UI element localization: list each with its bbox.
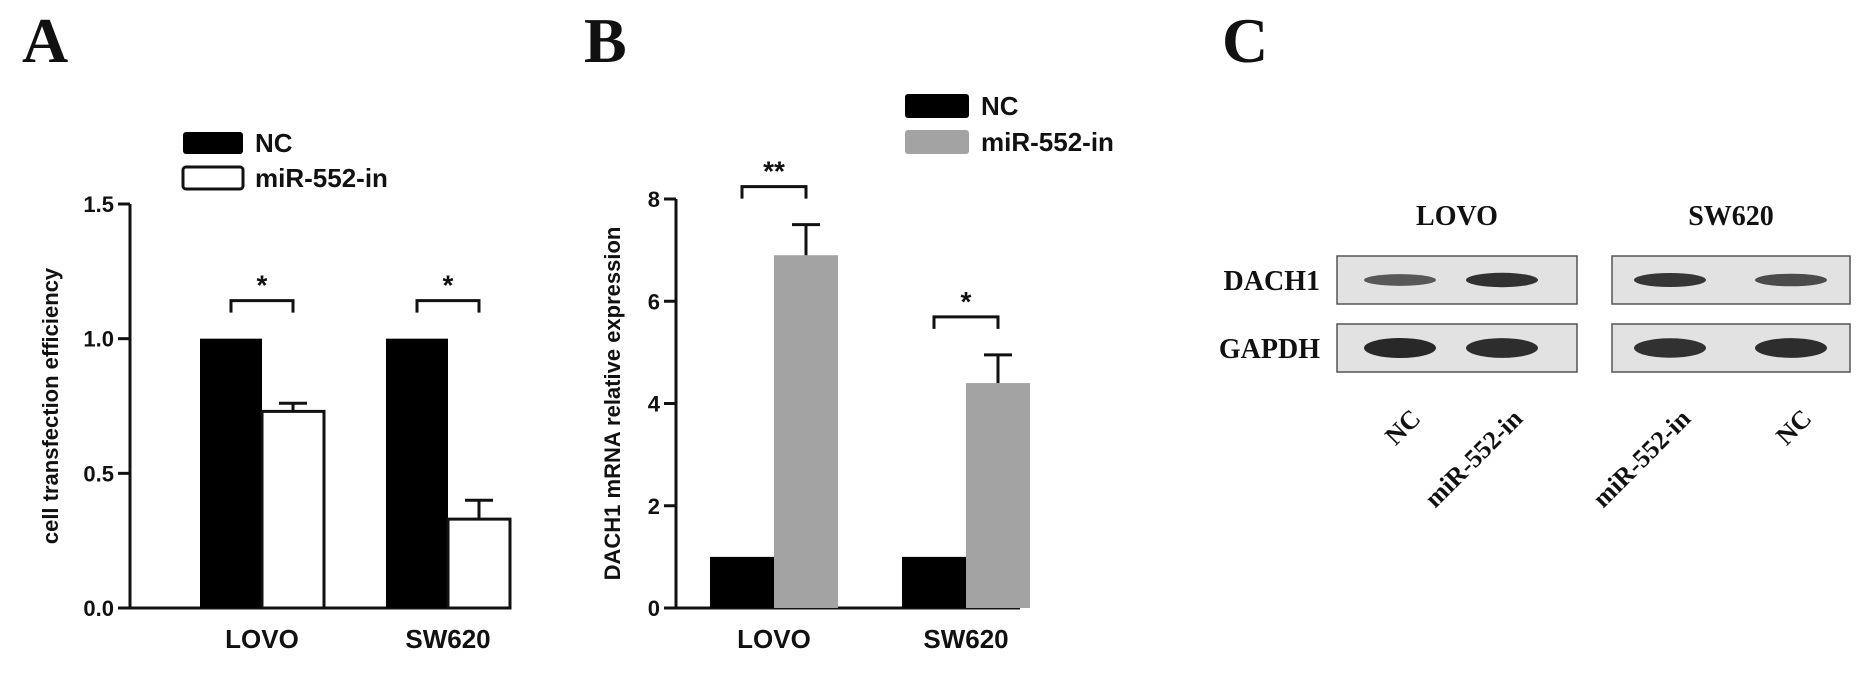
legend-label: miR-552-in xyxy=(255,163,388,193)
bar-mir-552-in xyxy=(260,409,326,610)
x-category-label: LOVO xyxy=(737,624,811,654)
bar-nc xyxy=(710,556,774,608)
panel-letter-c: C xyxy=(1222,5,1268,76)
significance-marker: * xyxy=(257,270,268,301)
y-tick-label: 2 xyxy=(648,494,660,519)
y-tick-label: 0.0 xyxy=(83,596,114,621)
blot-band xyxy=(1634,338,1706,358)
legend-label: NC xyxy=(255,128,293,158)
bar-nc xyxy=(386,338,448,608)
blot-band xyxy=(1364,274,1436,286)
y-tick-label: 0 xyxy=(648,596,660,621)
y-tick-label: 6 xyxy=(648,289,660,314)
blot-lane-label: NC xyxy=(1379,404,1426,451)
blot-lane-label: miR-552-in xyxy=(1419,403,1529,513)
significance-bracket xyxy=(229,299,295,313)
legend-label: miR-552-in xyxy=(981,127,1114,157)
panel-letter-b: B xyxy=(584,5,627,76)
blot-lane-label: miR-552-in xyxy=(1587,403,1697,513)
bar-nc xyxy=(902,556,966,608)
western-blot-c: DACH1GAPDHLOVONCmiR-552-inSW620miR-552-i… xyxy=(1219,201,1851,513)
bar-mir-552-in xyxy=(966,383,1030,608)
blot-band xyxy=(1364,338,1436,358)
bar-nc xyxy=(200,338,262,608)
chart-b: 0 2 4 6 8 DACH1 mRNA relative expression LOVO *… xyxy=(600,91,1114,654)
x-category-label: LOVO xyxy=(225,624,299,654)
blot-band xyxy=(1755,273,1827,287)
x-category-label: SW620 xyxy=(405,624,490,654)
blot-group-title: LOVO xyxy=(1416,201,1498,232)
significance-bracket xyxy=(415,299,481,313)
y-tick-label: 0.5 xyxy=(83,461,114,486)
blot-band xyxy=(1466,272,1538,288)
panel-letter-a: A xyxy=(22,5,68,76)
significance-bracket xyxy=(932,315,1000,329)
y-tick-label: 1.5 xyxy=(83,192,114,217)
bar-mir-552-in xyxy=(446,517,512,610)
significance-bracket xyxy=(740,185,808,199)
legend-swatch xyxy=(181,165,245,191)
blot-group-title: SW620 xyxy=(1688,201,1774,232)
blot-band xyxy=(1755,338,1827,358)
blot-row-label: GAPDH xyxy=(1219,334,1320,365)
significance-marker: * xyxy=(961,286,972,317)
legend-label: NC xyxy=(981,91,1019,121)
legend-swatch xyxy=(905,94,969,118)
y-axis-label: DACH1 mRNA relative expression xyxy=(600,227,625,581)
significance-marker: * xyxy=(443,270,454,301)
blot-lane-label: NC xyxy=(1770,404,1817,451)
chart-a: 0.0 0.5 1.0 1.5 cell transfection efficiency… xyxy=(38,128,512,654)
y-tick-label: 1.0 xyxy=(83,327,114,352)
blot-row-label: DACH1 xyxy=(1224,266,1320,297)
y-axis-label: cell transfection efficiency xyxy=(38,267,63,544)
legend-swatch xyxy=(905,130,969,154)
x-category-label: SW620 xyxy=(923,624,1008,654)
significance-marker: ** xyxy=(763,156,785,187)
blot-band xyxy=(1634,272,1706,288)
legend-swatch xyxy=(183,132,243,154)
y-tick-label: 8 xyxy=(648,187,660,212)
bar-mir-552-in xyxy=(774,255,838,609)
y-tick-label: 4 xyxy=(648,392,661,417)
blot-band xyxy=(1466,338,1538,358)
